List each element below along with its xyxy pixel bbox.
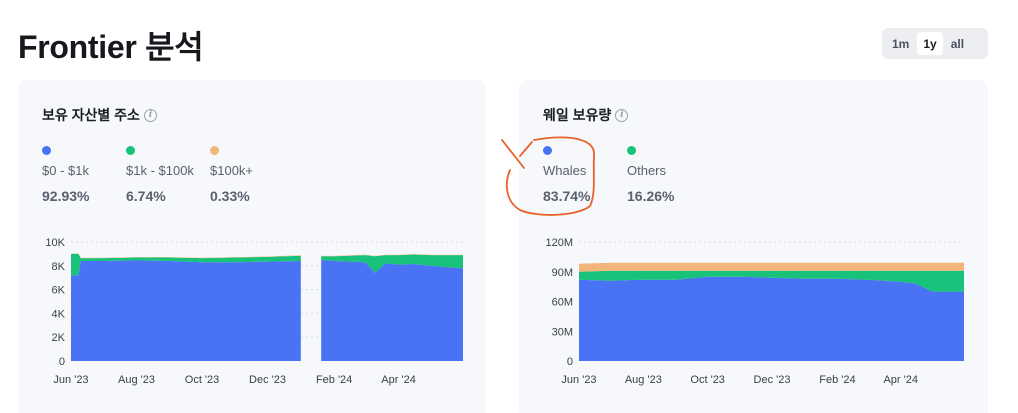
x-tick-label: Dec '23 [754, 374, 791, 386]
area-series-1 [71, 253, 301, 276]
legend-dot-blue-icon [42, 146, 51, 155]
y-tick-label: 0 [59, 356, 65, 368]
holdings-area-chart[interactable]: 0 2K 4K 6K 8K 10K Jun '23 Aug '23 Oct '23 Dec '23… [18, 80, 486, 413]
y-tick-label: 4K [52, 308, 66, 320]
legend-value: 16.26% [627, 188, 675, 204]
legend-label: $1k - $100k [126, 163, 194, 178]
y-tick-label: 6K [52, 285, 66, 297]
range-all-button[interactable]: all [950, 36, 965, 51]
legend-value: 0.33% [210, 188, 250, 204]
legend-dot-green-icon [126, 146, 135, 155]
legend-value: 6.74% [126, 188, 166, 204]
area-series-0 [321, 259, 463, 361]
y-tick-label: 90M [552, 267, 573, 279]
holdings-legend: $0 - $1k 92.93% $1k - $100k 6.74% $100k+… [42, 146, 294, 204]
x-tick-label: Dec '23 [249, 374, 286, 386]
area-series-1 [321, 254, 463, 273]
legend-value: 92.93% [42, 188, 90, 204]
x-tick-label: Oct '23 [690, 374, 725, 386]
x-tick-label: Oct '23 [185, 374, 220, 386]
area-series-0 [579, 276, 964, 361]
page-title: Frontier 분석 [18, 29, 204, 65]
legend-label: $100k+ [210, 163, 254, 178]
whale-area-chart[interactable]: 0 30M 60M 90M 120M Jun '23 Aug '23 Oct '23 Dec '… [519, 80, 988, 413]
legend-label: Others [627, 163, 667, 178]
x-tick-label: Apr '24 [883, 374, 918, 386]
legend-label: $0 - $1k [42, 163, 89, 178]
holdings-card-title: 보유 자산별 주소 [42, 107, 140, 123]
legend-item-0-1k[interactable]: $0 - $1k 92.93% [42, 146, 126, 204]
area-series-0 [71, 260, 301, 361]
info-icon[interactable]: i [615, 108, 629, 122]
x-tick-label: Feb '24 [316, 374, 352, 386]
legend-item-1k-100k[interactable]: $1k - $100k 6.74% [126, 146, 210, 204]
x-tick-label: Aug '23 [118, 374, 155, 386]
range-1y-button[interactable]: 1y [917, 32, 943, 55]
legend-item-others[interactable]: Others 16.26% [627, 146, 711, 204]
legend-dot-green-icon [627, 146, 636, 155]
legend-dot-orange-icon [210, 146, 219, 155]
range-1m-button[interactable]: 1m [892, 36, 910, 51]
y-tick-label: 2K [52, 332, 66, 344]
x-tick-label: Apr '24 [381, 374, 416, 386]
y-tick-label: 10K [45, 237, 65, 249]
x-tick-label: Jun '23 [561, 374, 596, 386]
area-series-2 [579, 262, 964, 272]
y-tick-label: 8K [52, 261, 66, 273]
x-tick-label: Aug '23 [625, 374, 662, 386]
info-icon[interactable]: i [143, 108, 157, 122]
time-range-toggle: 1m 1y all [882, 28, 988, 59]
y-tick-label: 60M [552, 297, 573, 309]
area-series-1 [579, 270, 964, 292]
whale-card-title: 웨일 보유량 [543, 107, 612, 123]
x-tick-label: Jun '23 [53, 374, 88, 386]
holdings-by-asset-card: 보유 자산별 주소 i $0 - $1k 92.93% $1k - $100k … [18, 80, 486, 413]
whale-holdings-card: 웨일 보유량 i Whales 83.74% Others 16.26% 0 30… [519, 80, 988, 413]
x-tick-label: Feb '24 [819, 374, 855, 386]
y-tick-label: 0 [567, 356, 573, 368]
y-tick-label: 30M [552, 326, 573, 338]
y-tick-label: 120M [545, 237, 573, 249]
legend-item-100k-plus[interactable]: $100k+ 0.33% [210, 146, 294, 204]
